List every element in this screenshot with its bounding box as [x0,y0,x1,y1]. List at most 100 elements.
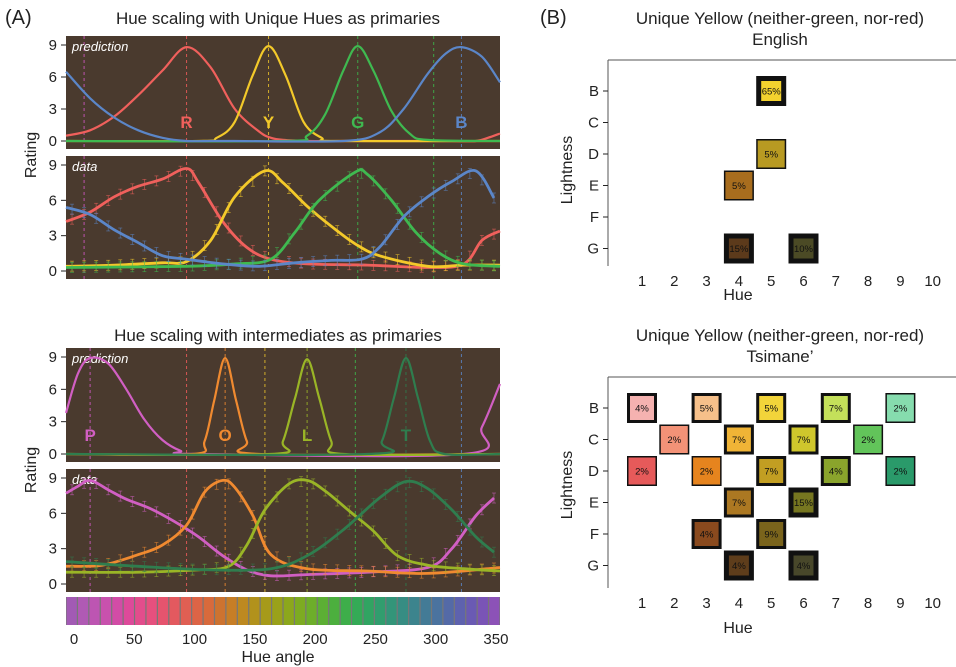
colorbar-swatch [352,597,363,625]
colorbar-swatch [374,597,386,625]
y-tick-label: 3 [49,228,57,245]
colorbar-swatch [169,597,180,625]
b-english-subtitle: English [752,30,808,49]
heatmap-cell [793,238,814,259]
heatmap-cell-label: 5% [764,404,778,415]
x-tick-label: 5 [767,273,775,290]
colorbar-swatch [432,597,443,625]
heatmap-cell [726,490,751,515]
hue-tick-label: 100 [182,631,207,648]
series-label: O [219,426,232,445]
hue-tick-label: 150 [242,631,267,648]
b-english-ylabel: Lightness [559,136,576,205]
colorbar-swatch [397,597,409,625]
y-tick-label: 3 [49,414,57,431]
heatmap-cell-label: 4% [829,467,843,478]
y-tick-label: E [589,178,599,195]
hue-tick-label: 350 [483,631,508,648]
colorbar-swatch [66,597,77,625]
series-label: L [302,426,312,445]
colorbar-swatch [203,597,214,625]
heatmap-cell-label: 2% [894,404,908,415]
heatmap-cell [793,492,814,513]
series-label: G [351,113,364,132]
heatmap-cell [793,555,814,576]
hue-tick-label: 0 [70,631,78,648]
heatmap-cell [791,427,816,452]
heatmap-cell-label: 2% [635,467,649,478]
b-tsimane-subtitle: Tsimane’ [746,347,813,366]
y-tick-label: 0 [49,446,57,463]
colorbar-swatch [123,597,134,625]
y-tick-label: 3 [49,101,57,118]
heatmap-cell-label: 7% [764,467,778,478]
heatmap-cell-label: 4% [635,404,649,415]
series-line [65,478,501,575]
heatmap-cell [726,427,751,452]
a-bottom-ylabel: Rating [23,447,40,493]
heatmap-cell-label: 7% [829,404,843,415]
series-line [65,168,496,268]
plot-a-bottom-data: 0 3 6 9 data [49,469,501,593]
y-tick-label: G [587,241,599,258]
heatmap-cell [725,172,753,199]
colorbar-swatch [466,597,477,625]
hue-colorbar [66,597,500,625]
y-tick-label: D [588,463,599,480]
y-tick-label: 9 [49,349,57,366]
colorbar-swatch [237,597,249,625]
plot-a-top-data: 0 3 6 9 data [49,156,501,280]
heatmap-cell [628,457,656,485]
series-line [65,479,495,572]
colorbar-swatch [363,597,374,625]
panel-b-letter: (B) [540,7,567,29]
b-tsimane-xlabel: Hue [723,620,752,637]
colorbar-swatch [272,597,283,625]
y-tick-label: D [588,146,599,163]
b-english-title: Unique Yellow (neither-green, nor-red) [636,9,924,28]
heatmap-cell-label: 4% [797,561,811,572]
y-tick-label: E [589,495,599,512]
heatmap-cell-label: 7% [732,498,746,509]
colorbar-swatch [146,597,157,625]
y-tick-label: 9 [49,470,57,487]
x-tick-label: 8 [864,273,872,290]
colorbar-swatch [249,597,260,625]
heatmap-cell [886,394,914,422]
heatmap-cell-label: 5% [700,404,714,415]
y-tick-label: 6 [49,192,57,209]
x-tick-label: 7 [832,273,840,290]
colorbar-swatch [317,597,329,625]
heatmap-cell-label: 2% [861,435,875,446]
y-tick-label: 9 [49,37,57,54]
x-tick-label: 1 [638,273,646,290]
heatmap-cell-label: 10% [794,244,814,255]
colorbar-swatch [157,597,169,625]
y-tick-label: B [589,83,599,100]
heatmap-cell-label: 4% [732,561,746,572]
colorbar-swatch [260,597,271,625]
heatmap-cell-label: 15% [729,244,749,255]
heatmap-cell [694,522,719,546]
heatmap-cell-label: 2% [700,467,714,478]
colorbar-swatch [135,597,146,625]
heatmap-cell [823,459,848,483]
series-line [65,169,501,269]
colorbar-swatch [180,597,192,625]
colorbar-swatch [340,597,351,625]
y-tick-label: 6 [49,381,57,398]
hue-tick-label: 200 [303,631,328,648]
series-line [65,478,495,578]
heatmap-cell [728,555,749,576]
heatmap-cell [761,81,782,101]
x-tick-label: 3 [702,595,710,612]
heatmap-cell-label: 5% [732,181,746,192]
heatmap-cell [630,396,654,420]
x-tick-label: 2 [670,595,678,612]
heatmap-cell [693,457,721,485]
heatmap-cell [823,396,848,420]
y-tick-label: 6 [49,69,57,86]
hue-tick-label: 250 [363,631,388,648]
y-tick-label: C [588,115,599,132]
